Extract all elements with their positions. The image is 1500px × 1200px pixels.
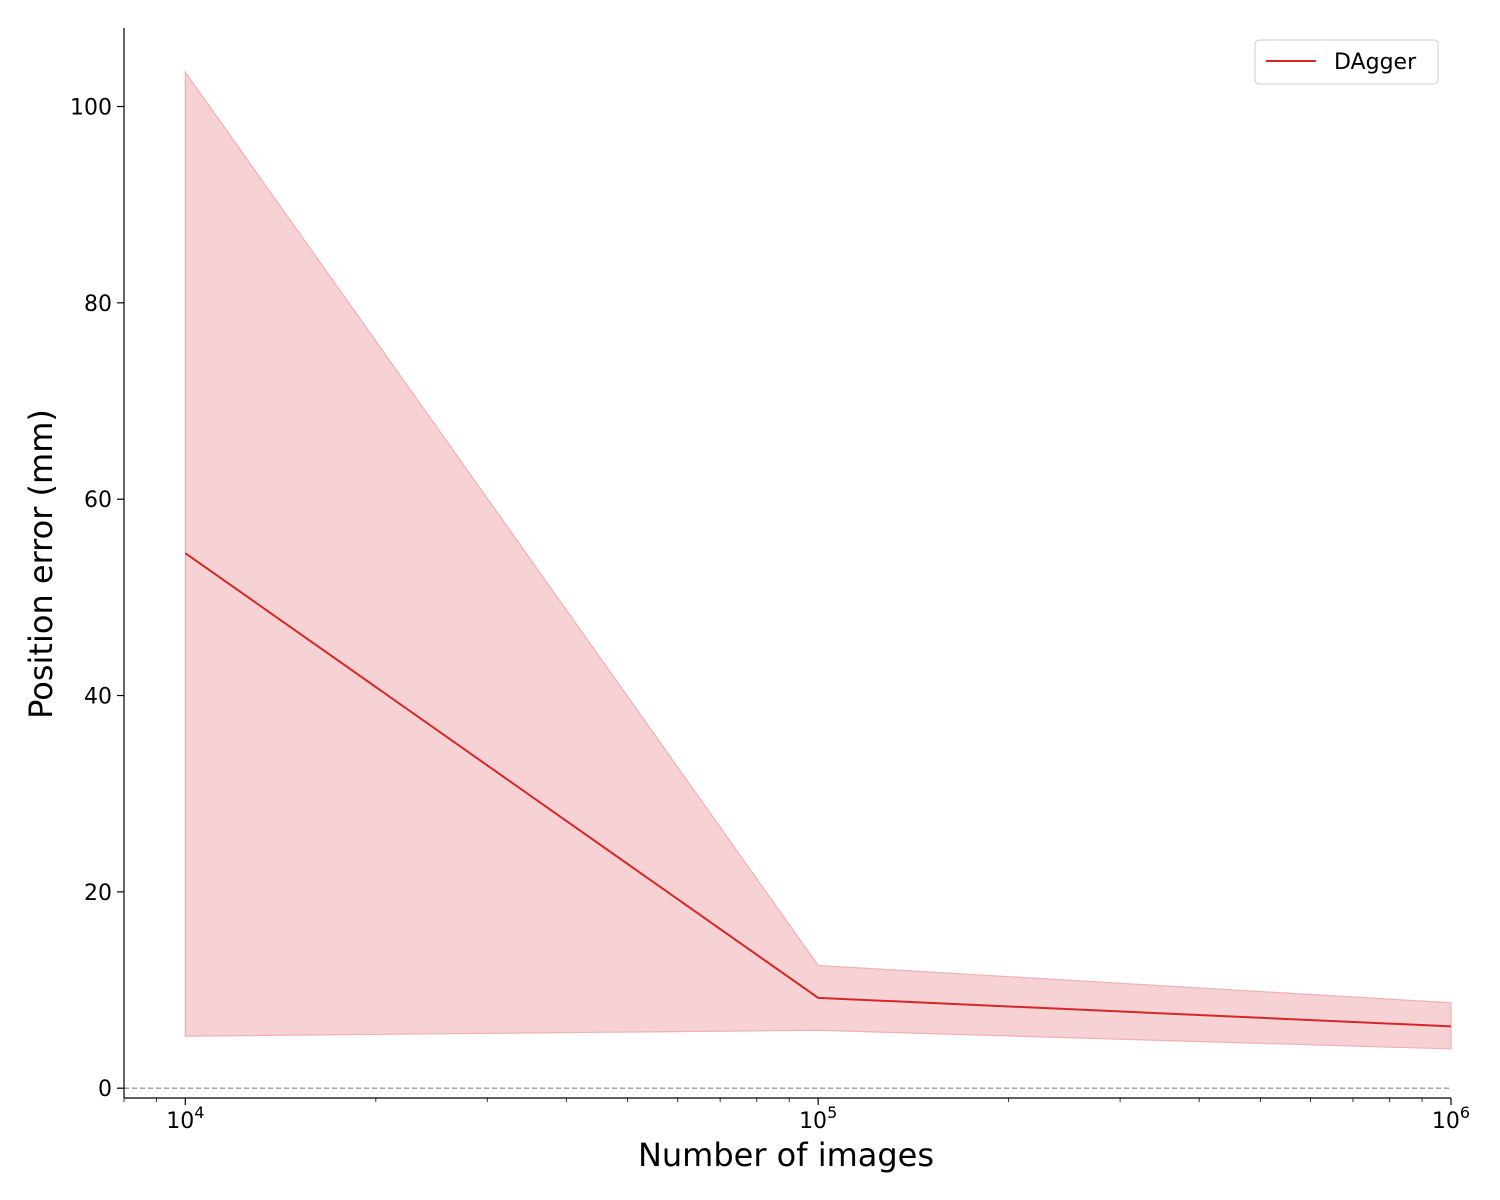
legend-label-dagger: DAgger: [1334, 50, 1417, 75]
x-ticks: 104 105 106: [123, 1098, 1470, 1134]
series-line-dagger: [184, 552, 1452, 1028]
confidence-band-layer: [184, 70, 1452, 1050]
x-axis-title: Number of images: [638, 1136, 934, 1174]
y-axis-title: Position error (mm): [22, 409, 60, 719]
y-tick-label: 100: [70, 96, 112, 121]
y-tick-label: 0: [98, 1077, 112, 1102]
y-ticks: 0 20 40 60 80 100: [70, 96, 124, 1102]
x-tick-label: 104: [166, 1103, 204, 1134]
legend-box: [1254, 39, 1439, 85]
y-tick-label: 60: [84, 488, 112, 513]
series-line-layer: [184, 552, 1452, 1028]
y-tick-label: 20: [84, 881, 112, 906]
x-tick-label: 105: [799, 1103, 837, 1134]
x-tick-label: 106: [1432, 1103, 1470, 1134]
confidence-band-dagger: [184, 70, 1452, 1050]
y-tick-label: 80: [84, 292, 112, 317]
legend: DAgger: [1254, 39, 1439, 85]
y-tick-label: 40: [84, 685, 112, 710]
